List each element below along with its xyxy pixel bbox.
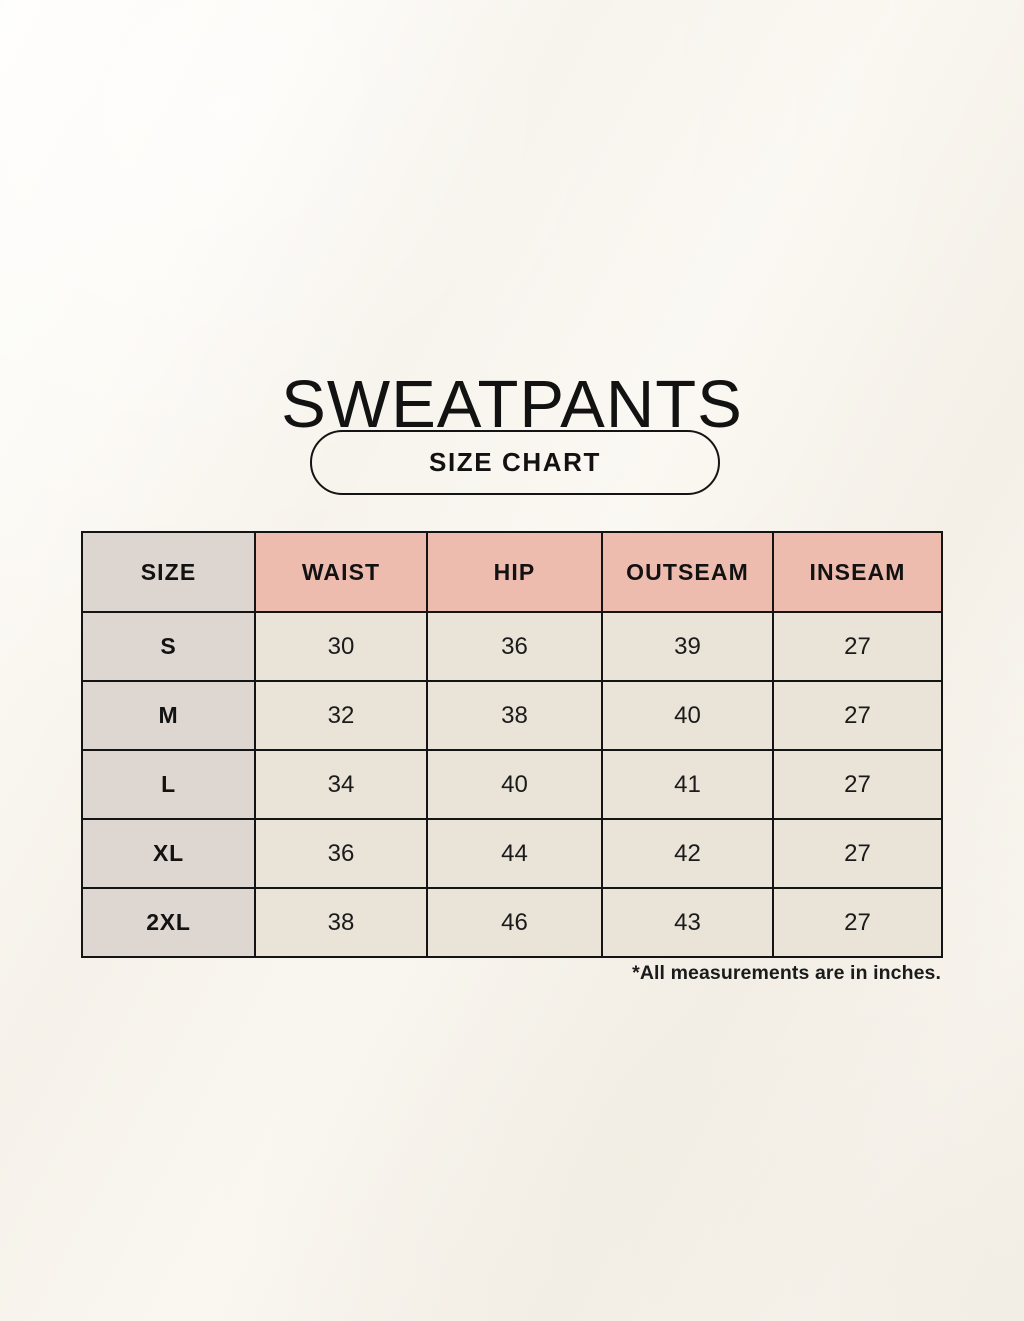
size-chart-table: SIZE WAIST HIP OUTSEAM INSEAM S 30 36 39…: [81, 531, 943, 958]
cell-inseam: 27: [772, 680, 943, 751]
table-header-row: SIZE WAIST HIP OUTSEAM INSEAM: [81, 531, 943, 613]
row-size-label: M: [81, 680, 256, 751]
cell-outseam: 42: [601, 818, 774, 889]
cell-waist: 38: [254, 887, 428, 958]
cell-waist: 30: [254, 611, 428, 682]
cell-inseam: 27: [772, 818, 943, 889]
cell-outseam: 41: [601, 749, 774, 820]
cell-hip: 40: [426, 749, 603, 820]
cell-outseam: 40: [601, 680, 774, 751]
cell-outseam: 39: [601, 611, 774, 682]
size-chart-badge: SIZE CHART: [310, 430, 720, 495]
table-row: M 32 38 40 27: [81, 680, 943, 751]
column-header-waist: WAIST: [254, 531, 428, 613]
table-row: 2XL 38 46 43 27: [81, 887, 943, 958]
row-size-label: 2XL: [81, 887, 256, 958]
table-row: S 30 36 39 27: [81, 611, 943, 682]
size-chart-badge-label: SIZE CHART: [429, 447, 601, 477]
row-size-label: L: [81, 749, 256, 820]
column-header-hip: HIP: [426, 531, 603, 613]
cell-hip: 38: [426, 680, 603, 751]
table-row: XL 36 44 42 27: [81, 818, 943, 889]
page-title: SWEATPANTS: [281, 366, 743, 442]
cell-waist: 34: [254, 749, 428, 820]
cell-hip: 36: [426, 611, 603, 682]
cell-hip: 46: [426, 887, 603, 958]
cell-inseam: 27: [772, 749, 943, 820]
row-size-label: S: [81, 611, 256, 682]
column-header-size: SIZE: [81, 531, 256, 613]
column-header-outseam: OUTSEAM: [601, 531, 774, 613]
column-header-inseam: INSEAM: [772, 531, 943, 613]
cell-hip: 44: [426, 818, 603, 889]
row-size-label: XL: [81, 818, 256, 889]
cell-waist: 32: [254, 680, 428, 751]
cell-outseam: 43: [601, 887, 774, 958]
cell-inseam: 27: [772, 611, 943, 682]
measurement-units-note: *All measurements are in inches.: [632, 962, 941, 984]
cell-inseam: 27: [772, 887, 943, 958]
cell-waist: 36: [254, 818, 428, 889]
table-row: L 34 40 41 27: [81, 749, 943, 820]
